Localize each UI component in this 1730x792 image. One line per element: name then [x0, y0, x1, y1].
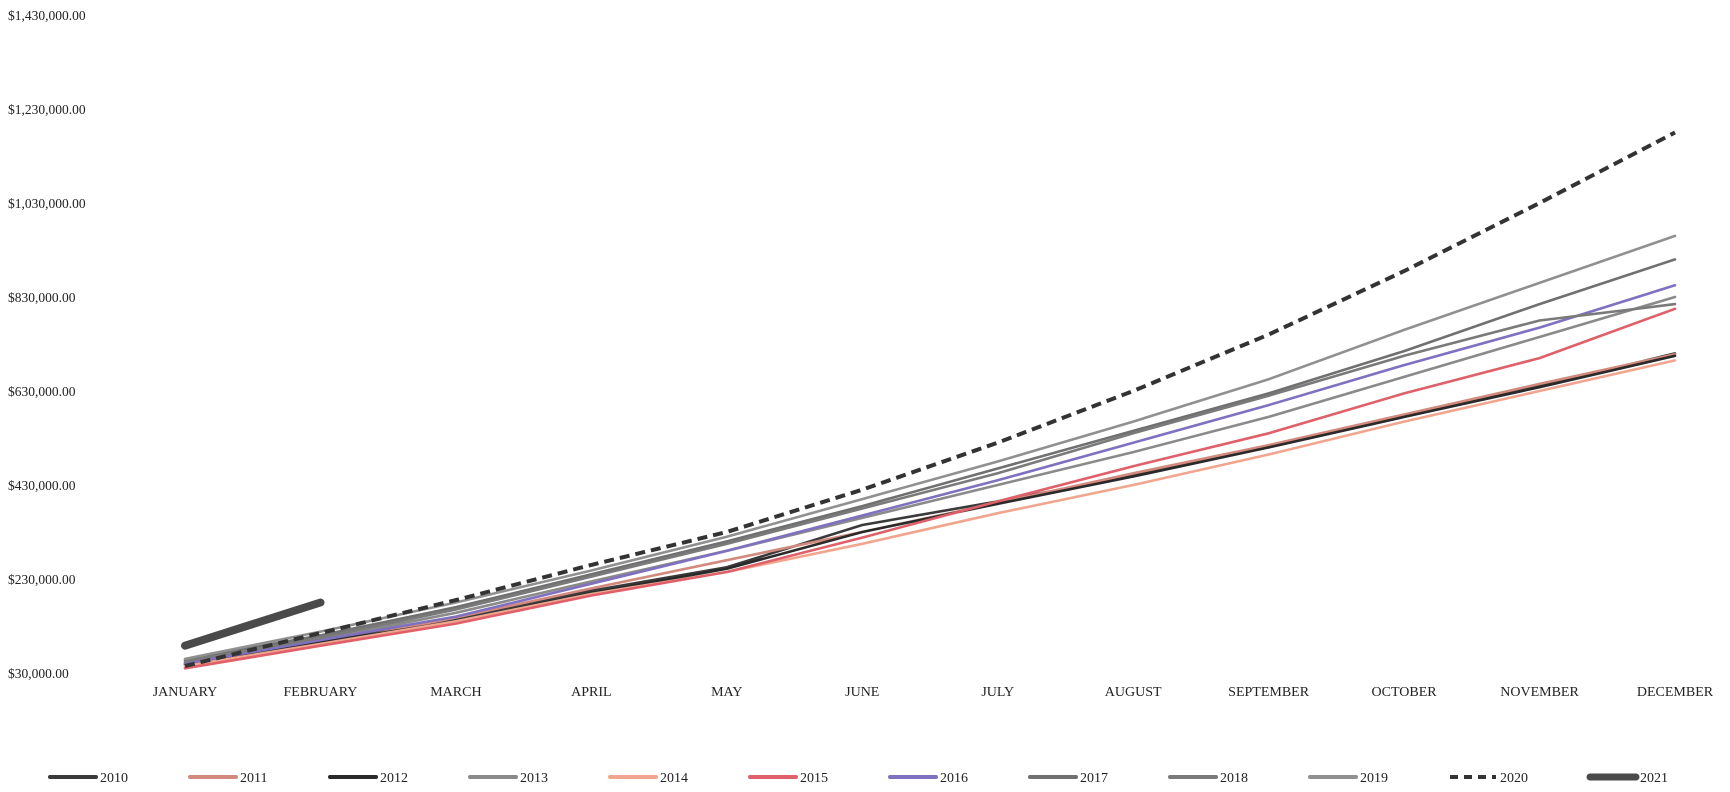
x-tick-label: OCTOBER	[1372, 685, 1438, 700]
x-tick-label: NOVEMBER	[1500, 685, 1579, 700]
x-tick-label: DECEMBER	[1637, 685, 1714, 700]
y-axis-ticks: $30,000.00 $230,000.00 $430,000.00 $630,000…	[8, 8, 86, 681]
series-line-2016	[183, 283, 1677, 665]
legend-label: 2011	[240, 771, 267, 786]
x-tick-label: JANUARY	[153, 685, 218, 700]
legend-label: 2014	[660, 771, 688, 786]
legend-label: 2020	[1500, 771, 1528, 786]
y-tick-label: $830,000.00	[8, 290, 76, 305]
y-tick-label: $1,230,000.00	[8, 102, 86, 117]
x-tick-label: JULY	[981, 685, 1014, 700]
legend-label: 2012	[380, 771, 408, 786]
series-lines	[181, 130, 1677, 670]
legend-label: 2013	[520, 771, 548, 786]
legend-label: 2015	[800, 771, 828, 786]
legend-label: 2019	[1360, 771, 1388, 786]
legend-item-2015[interactable]: 2015	[748, 771, 828, 786]
x-tick-label: SEPTEMBER	[1228, 685, 1310, 700]
legend-label: 2018	[1220, 771, 1248, 786]
legend-item-2013[interactable]: 2013	[468, 771, 548, 786]
series-line-2014	[183, 359, 1677, 668]
x-axis-ticks: JANUARY FEBRUARY MARCH APRIL MAY JUNE JULY AUGU…	[153, 685, 1714, 700]
series-line-2019	[183, 234, 1677, 661]
y-tick-label: $430,000.00	[8, 478, 76, 493]
y-tick-label: $1,030,000.00	[8, 196, 86, 211]
legend-item-2017[interactable]: 2017	[1028, 771, 1108, 786]
legend-item-2020[interactable]: 2020	[1450, 771, 1528, 786]
y-tick-label: $30,000.00	[8, 666, 69, 681]
legend-item-2010[interactable]: 2010	[48, 771, 128, 786]
legend-item-2016[interactable]: 2016	[888, 771, 968, 786]
y-tick-label: $630,000.00	[8, 384, 76, 399]
legend-label: 2010	[100, 771, 128, 786]
series-line-2017	[183, 258, 1677, 662]
x-tick-label: FEBRUARY	[283, 685, 357, 700]
legend[interactable]: 2010 2011 2012 2013 2014 2015 2016 2017 2018 2019…	[48, 771, 1668, 786]
x-tick-label: MARCH	[430, 685, 481, 700]
legend-label: 2021	[1640, 771, 1668, 786]
series-line-2015	[183, 307, 1677, 670]
y-tick-label: $1,430,000.00	[8, 8, 86, 23]
legend-item-2012[interactable]: 2012	[328, 771, 408, 786]
series-line-2013	[183, 295, 1677, 665]
legend-item-2021[interactable]: 2021	[1586, 771, 1668, 786]
x-tick-label: MAY	[711, 685, 742, 700]
legend-item-2011[interactable]: 2011	[188, 771, 267, 786]
legend-item-2019[interactable]: 2019	[1308, 771, 1388, 786]
x-tick-label: APRIL	[571, 685, 611, 700]
series-line-2020	[184, 130, 1676, 668]
legend-label: 2017	[1080, 771, 1108, 786]
series-line-2021	[181, 598, 325, 650]
legend-item-2018[interactable]: 2018	[1168, 771, 1248, 786]
legend-label: 2016	[940, 771, 968, 786]
series-line-2018	[183, 302, 1677, 663]
legend-item-2014[interactable]: 2014	[608, 771, 688, 786]
y-tick-label: $230,000.00	[8, 572, 76, 587]
x-tick-label: JUNE	[845, 685, 879, 700]
x-tick-label: AUGUST	[1105, 685, 1162, 700]
